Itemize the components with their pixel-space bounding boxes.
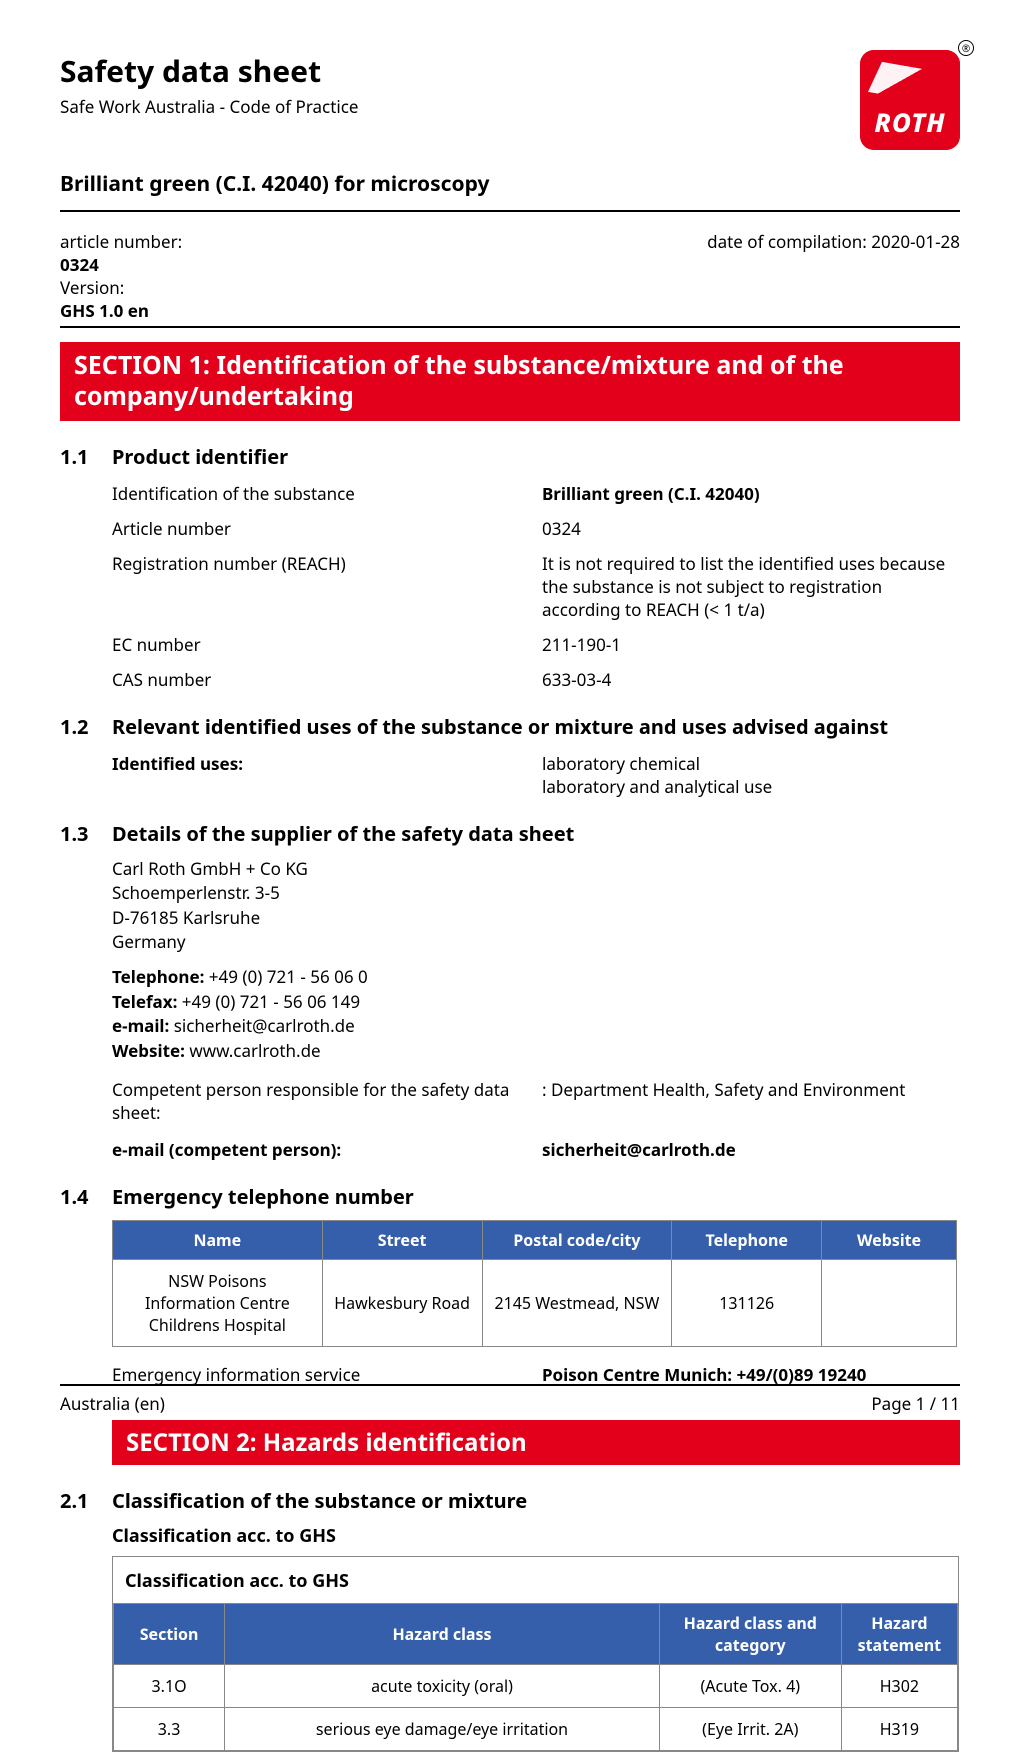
emergency-table: Name Street Postal code/city Telephone W… — [112, 1220, 957, 1347]
classification-table-title: Classification acc. to GHS — [113, 1557, 958, 1603]
email-value: sicherheit@carlroth.de — [169, 1014, 354, 1037]
kv-val: laboratory chemical laboratory and analy… — [542, 752, 960, 798]
kv-key: CAS number — [112, 668, 542, 691]
doc-title: Safety data sheet — [60, 50, 358, 91]
th-section: Section — [114, 1603, 225, 1664]
footer-left: Australia (en) — [60, 1392, 165, 1415]
meta-left: article number: 0324 Version: GHS 1.0 en — [60, 230, 182, 322]
td-street: Hawkesbury Road — [322, 1259, 482, 1346]
heading-2-1: Classification of the substance or mixtu… — [112, 1487, 527, 1514]
section-2-bar: SECTION 2: Hazards identification — [112, 1420, 960, 1465]
th-hazard-stmt: Hazard statement — [841, 1603, 957, 1664]
doc-subtitle: Safe Work Australia - Code of Practice — [60, 95, 358, 118]
th-postal: Postal code/city — [482, 1220, 672, 1259]
tel-label: Telephone: — [112, 965, 204, 988]
divider — [60, 210, 960, 212]
section-1-bar: SECTION 1: Identification of the substan… — [60, 342, 960, 421]
th-telephone: Telephone — [672, 1220, 822, 1259]
registered-icon: ® — [958, 40, 974, 56]
th-name: Name — [113, 1220, 323, 1259]
th-hazard-cat: Hazard class and category — [659, 1603, 841, 1664]
fax-label: Telefax: — [112, 990, 177, 1013]
heading-num-2-1: 2.1 — [60, 1487, 112, 1514]
heading-num-1-2: 1.2 — [60, 713, 112, 740]
td: (Eye Irrit. 2A) — [659, 1707, 841, 1750]
th-street: Street — [322, 1220, 482, 1259]
td: serious eye damage/eye irritation — [225, 1707, 660, 1750]
fax-value: +49 (0) 721 - 56 06 149 — [177, 990, 360, 1013]
td-website — [822, 1259, 957, 1346]
kv-key: Identification of the substance — [112, 482, 542, 505]
logo-streak-icon — [868, 62, 952, 104]
email-label: e-mail: — [112, 1014, 169, 1037]
emerg-service-v: Poison Centre Munich: +49/(0)89 19240 — [542, 1363, 960, 1386]
heading-1-4: Emergency telephone number — [112, 1183, 414, 1210]
td: acute toxicity (oral) — [225, 1664, 660, 1707]
article-number-label: article number: — [60, 230, 182, 253]
kv-key: Registration number (REACH) — [112, 552, 542, 621]
table-row: 3.3 serious eye damage/eye irritation (E… — [114, 1707, 958, 1750]
heading-1-1: Product identifier — [112, 443, 288, 470]
article-number: 0324 — [60, 253, 99, 276]
email-comp-k: e-mail (competent person): — [112, 1138, 542, 1161]
td: 3.1O — [114, 1664, 225, 1707]
td: H319 — [841, 1707, 957, 1750]
td-postal: 2145 Westmead, NSW — [482, 1259, 672, 1346]
supplier-address: Carl Roth GmbH + Co KG Schoemperlenstr. … — [112, 857, 960, 956]
supplier-contacts: Telephone: +49 (0) 721 - 56 06 0 Telefax… — [112, 965, 960, 1064]
version: GHS 1.0 en — [60, 299, 149, 322]
brand-logo: ROTH ® — [860, 50, 960, 150]
kv-key: Identified uses: — [112, 752, 542, 798]
heading-num-1-1: 1.1 — [60, 443, 112, 470]
kv-key: EC number — [112, 633, 542, 656]
classification-subtitle: Classification acc. to GHS — [112, 1524, 960, 1548]
classification-table-wrap: Classification acc. to GHS Section Hazar… — [112, 1556, 959, 1752]
footer-right: Page 1 / 11 — [871, 1392, 960, 1415]
heading-1-2: Relevant identified uses of the substanc… — [112, 713, 888, 740]
compilation-date: date of compilation: 2020-01-28 — [707, 230, 960, 322]
divider — [60, 326, 960, 328]
competent-v: : Department Health, Safety and Environm… — [542, 1078, 960, 1124]
heading-num-1-3: 1.3 — [60, 820, 112, 847]
emerg-service-k: Emergency information service — [112, 1363, 542, 1386]
heading-1-3: Details of the supplier of the safety da… — [112, 820, 574, 847]
th-website: Website — [822, 1220, 957, 1259]
version-label: Version: — [60, 276, 182, 299]
heading-num-1-4: 1.4 — [60, 1183, 112, 1210]
td: (Acute Tox. 4) — [659, 1664, 841, 1707]
td-name: NSW Poisons Information Centre Childrens… — [113, 1259, 323, 1346]
competent-k: Competent person responsible for the saf… — [112, 1078, 542, 1124]
td-telephone: 131126 — [672, 1259, 822, 1346]
classification-table: Section Hazard class Hazard class and ca… — [113, 1603, 958, 1751]
td: 3.3 — [114, 1707, 225, 1750]
table-row: NSW Poisons Information Centre Childrens… — [113, 1259, 957, 1346]
kv-val: 0324 — [542, 517, 960, 540]
email-comp-v: sicherheit@carlroth.de — [542, 1138, 960, 1161]
kv-val: 211-190-1 — [542, 633, 960, 656]
th-hazard-class: Hazard class — [225, 1603, 660, 1664]
kv-val: 633-03-4 — [542, 668, 960, 691]
product-title: Brilliant green (C.I. 42040) for microsc… — [60, 170, 960, 198]
kv-val: Brilliant green (C.I. 42040) — [542, 482, 960, 505]
logo-text: ROTH — [860, 104, 960, 140]
website-label: Website: — [112, 1039, 185, 1062]
table-row: 3.1O acute toxicity (oral) (Acute Tox. 4… — [114, 1664, 958, 1707]
kv-val: It is not required to list the identifie… — [542, 552, 960, 621]
tel-value: +49 (0) 721 - 56 06 0 — [204, 965, 367, 988]
td: H302 — [841, 1664, 957, 1707]
website-value: www.carlroth.de — [185, 1039, 321, 1062]
kv-key: Article number — [112, 517, 542, 540]
